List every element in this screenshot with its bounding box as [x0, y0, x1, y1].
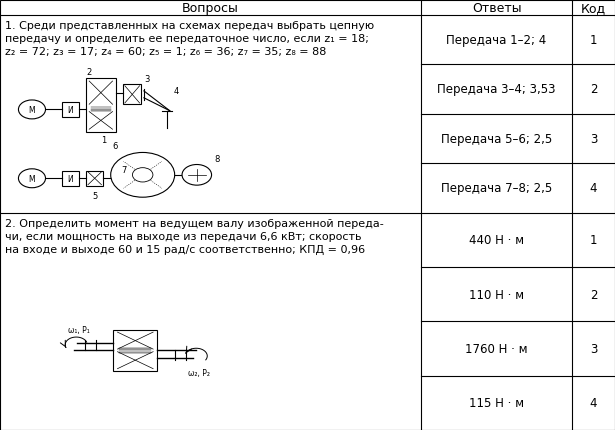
- Text: Передача 5–6; 2,5: Передача 5–6; 2,5: [441, 133, 552, 146]
- Text: 2. Определить момент на ведущем валу изображенной переда-
чи, если мощность на в: 2. Определить момент на ведущем валу изо…: [5, 218, 384, 255]
- Circle shape: [18, 101, 46, 120]
- Text: И: И: [67, 174, 73, 183]
- Text: Ответы: Ответы: [472, 2, 522, 15]
- Text: М: М: [29, 106, 35, 115]
- Text: 2: 2: [87, 68, 92, 77]
- Circle shape: [111, 153, 175, 198]
- Text: М: М: [29, 174, 35, 183]
- Text: 2: 2: [590, 288, 597, 301]
- Text: 1: 1: [590, 234, 597, 247]
- Text: Передача 7–8; 2,5: Передача 7–8; 2,5: [441, 182, 552, 195]
- Text: 115 Н · м: 115 Н · м: [469, 396, 524, 409]
- Text: 3: 3: [590, 342, 597, 355]
- Text: ω₂, P₂: ω₂, P₂: [188, 368, 210, 377]
- Text: 5: 5: [92, 192, 97, 201]
- Text: 8: 8: [214, 154, 220, 163]
- Text: 1760 Н · м: 1760 Н · м: [466, 342, 528, 355]
- Text: 1. Среди представленных на схемах передач выбрать цепную
передачу и определить е: 1. Среди представленных на схемах переда…: [5, 21, 374, 57]
- Text: И: И: [67, 106, 73, 115]
- Circle shape: [18, 169, 46, 188]
- Text: 3: 3: [145, 74, 150, 83]
- Text: ω₁, P₁: ω₁, P₁: [68, 325, 90, 334]
- Text: Вопросы: Вопросы: [182, 2, 239, 15]
- Text: 110 Н · м: 110 Н · м: [469, 288, 524, 301]
- Text: 2: 2: [590, 83, 597, 96]
- Text: 6: 6: [112, 141, 117, 150]
- Text: 3: 3: [590, 133, 597, 146]
- Text: 4: 4: [173, 86, 179, 95]
- Text: 1: 1: [101, 136, 106, 145]
- Text: 4: 4: [590, 396, 597, 409]
- Text: Код: Код: [581, 2, 606, 15]
- Text: 7: 7: [121, 166, 127, 174]
- Circle shape: [182, 165, 212, 186]
- Text: Передача 1–2; 4: Передача 1–2; 4: [446, 34, 547, 47]
- Circle shape: [132, 168, 153, 183]
- Text: 440 Н · м: 440 Н · м: [469, 234, 524, 247]
- Text: 4: 4: [590, 182, 597, 195]
- Text: 1: 1: [590, 34, 597, 47]
- Text: Передача 3–4; 3,53: Передача 3–4; 3,53: [437, 83, 556, 96]
